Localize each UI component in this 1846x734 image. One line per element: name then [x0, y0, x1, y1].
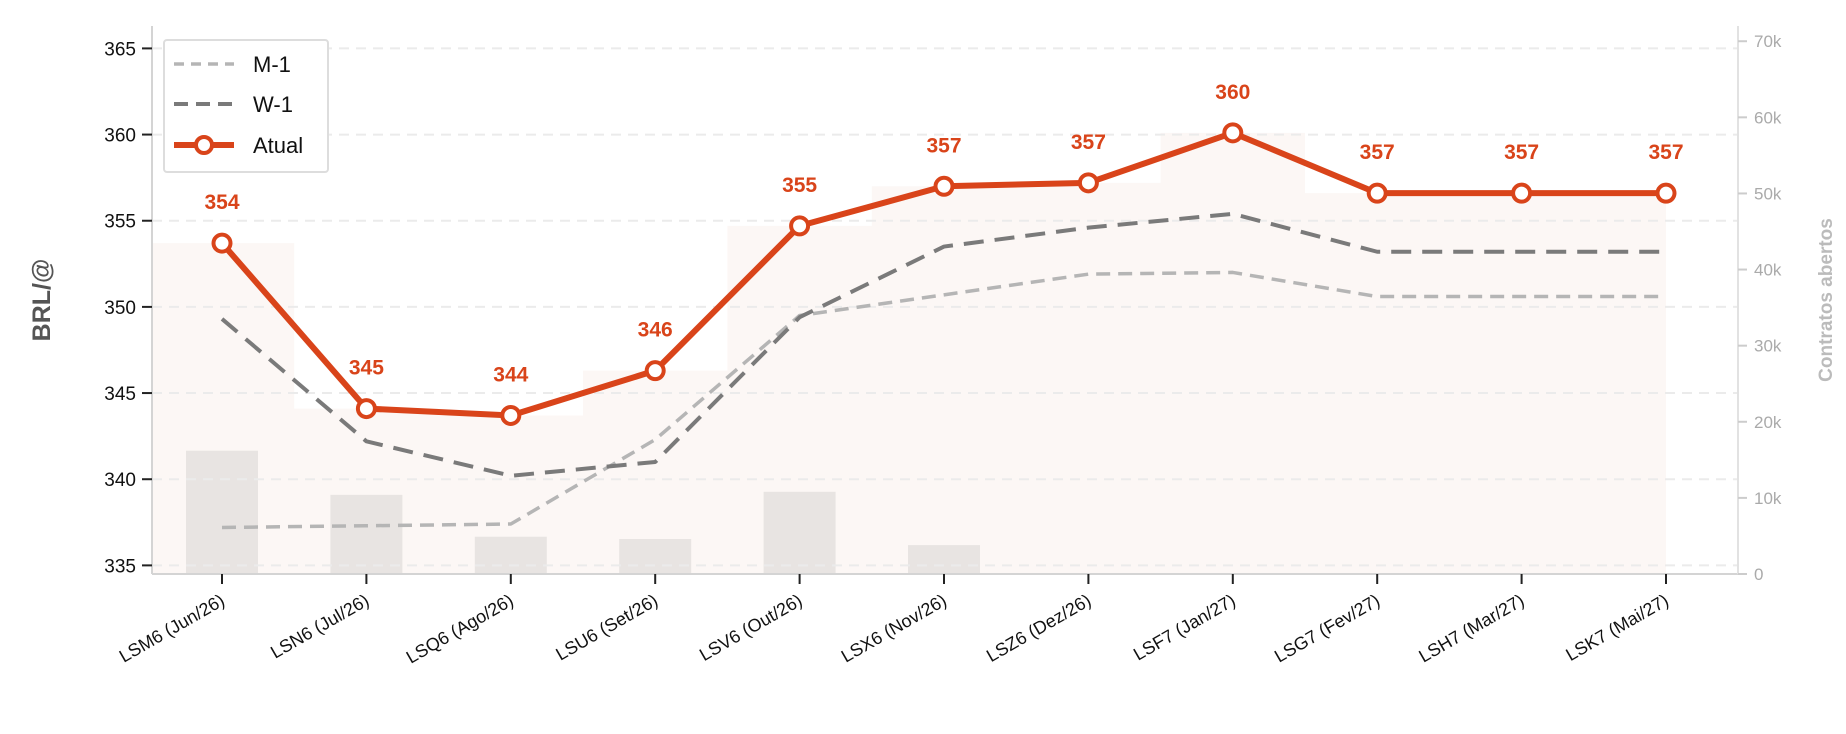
y-right-tick-label: 30k	[1754, 337, 1782, 356]
y-right-tick-label: 10k	[1754, 489, 1782, 508]
data-label: 357	[1360, 141, 1395, 164]
y-axis-title: BRL/@	[28, 259, 56, 342]
data-labels: 354 345 344 346 355 357 357 360 357 357 357	[204, 81, 1683, 387]
data-point-marker	[933, 175, 955, 197]
x-tick-label: LSK7 (Mai/27)	[1562, 590, 1672, 665]
data-point-marker	[1222, 122, 1244, 144]
x-tick-label: LSN6 (Jul/26)	[267, 590, 372, 662]
series-line-m-1	[221, 270, 1666, 530]
y-tick-label: 360	[104, 126, 136, 147]
gridlines	[152, 47, 1738, 567]
data-point-marker	[211, 232, 233, 254]
y-right-tick-label: 40k	[1754, 261, 1782, 280]
y-tick-label: 340	[104, 470, 136, 491]
data-point-marker	[1077, 172, 1099, 194]
legend-box	[163, 39, 329, 173]
x-tick-label: LSZ6 (Dez/26)	[983, 590, 1094, 666]
y-tick-label: 335	[104, 556, 136, 577]
open-interest-bar	[763, 491, 836, 574]
data-label: 344	[493, 363, 528, 386]
x-tick-label: LSV6 (Out/26)	[696, 590, 806, 665]
data-label: 357	[1648, 141, 1683, 164]
y-right-tick-label: 60k	[1754, 108, 1782, 127]
y-tick-label: 355	[104, 212, 136, 233]
data-point-marker	[644, 360, 666, 382]
x-tick-label: LSF7 (Jan/27)	[1130, 590, 1239, 664]
data-point-marker	[500, 404, 522, 426]
data-point-marker	[1366, 182, 1388, 204]
data-label: 360	[1215, 81, 1250, 104]
x-tick-label: LSU6 (Set/26)	[552, 590, 661, 664]
legend-label: W-1	[253, 92, 293, 117]
series-line-w-1	[220, 211, 1666, 478]
y-tick-label: 350	[104, 298, 136, 319]
x-tick-label: LSG7 (Fev/27)	[1271, 590, 1383, 666]
open-interest-bars	[186, 450, 980, 574]
x-tick-label: LSX6 (Nov/26)	[838, 590, 950, 666]
legend-label: Atual	[253, 133, 303, 158]
y-right-tick-label: 70k	[1754, 32, 1782, 51]
background-layer	[152, 132, 1666, 574]
data-label: 355	[782, 174, 817, 197]
x-tick-label: LSQ6 (Ago/26)	[403, 590, 517, 667]
y-right-tick-label: 20k	[1754, 413, 1782, 432]
data-label: 346	[638, 319, 673, 342]
open-interest-bar	[908, 545, 980, 574]
data-point-marker	[1511, 182, 1533, 204]
data-point-marker	[789, 215, 811, 237]
y-axis-right-title: Contratos abertos	[1816, 218, 1837, 382]
y-tick-label: 365	[104, 39, 136, 60]
y-right-tick-label: 50k	[1754, 184, 1782, 203]
legend-label: M-1	[253, 52, 291, 77]
data-label: 354	[204, 191, 239, 214]
data-label: 357	[1504, 141, 1539, 164]
data-label: 357	[1071, 131, 1106, 154]
x-tick-label: LSH7 (Mar/27)	[1415, 590, 1527, 666]
legend: M-1 W-1 Atual	[163, 39, 329, 173]
open-interest-bar	[330, 494, 403, 574]
data-point-marker	[355, 398, 377, 420]
data-point-marker	[1655, 182, 1677, 204]
y-right-tick-label: 0	[1754, 565, 1763, 584]
open-interest-bar	[186, 450, 258, 574]
data-label: 357	[926, 134, 961, 157]
data-label: 345	[349, 357, 384, 380]
y-tick-label: 345	[104, 384, 136, 405]
series-lines	[211, 122, 1677, 530]
shaded-area	[152, 132, 1666, 574]
legend-marker	[194, 135, 214, 155]
open-interest-bar	[474, 536, 547, 574]
open-interest-bar	[619, 538, 692, 574]
x-tick-label: LSM6 (Jun/26)	[116, 590, 228, 666]
